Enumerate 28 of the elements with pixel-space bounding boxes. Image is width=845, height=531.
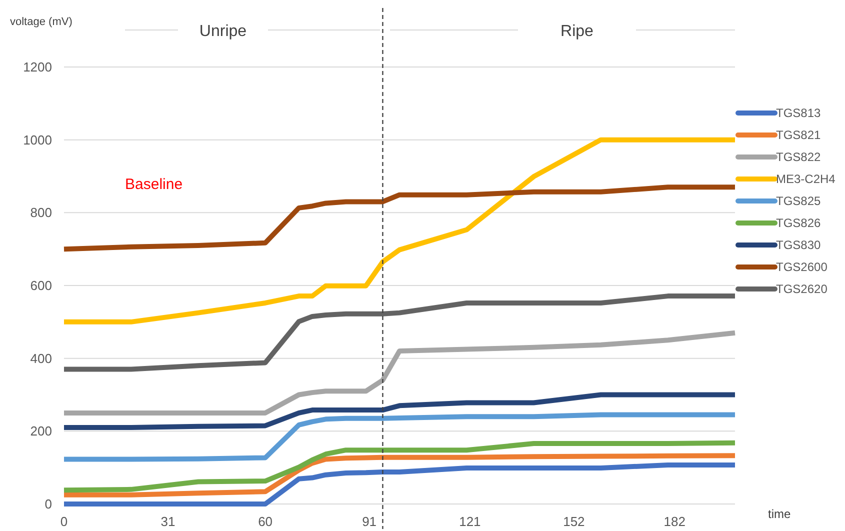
text: Unripe bbox=[199, 23, 247, 40]
y-tick-label: 1000 bbox=[23, 132, 52, 148]
x-tick-label: 121 bbox=[459, 514, 481, 529]
x-tick-label: 91 bbox=[362, 514, 377, 529]
legend-label: TGS826 bbox=[776, 216, 822, 230]
x-tick-label: 31 bbox=[160, 514, 176, 529]
x-axis-title: time bbox=[768, 507, 791, 521]
legend-label: TGS2620 bbox=[776, 282, 828, 296]
y-tick-label: 1200 bbox=[23, 60, 52, 75]
legend-label: ME3-C2H4 bbox=[776, 172, 836, 186]
y-tick-label: 200 bbox=[30, 424, 52, 439]
y-tick-label: 0 bbox=[44, 496, 52, 512]
legend-label: TGS821 bbox=[776, 128, 822, 142]
x-tick-label: 60 bbox=[258, 514, 273, 529]
x-tick-label: 182 bbox=[664, 514, 686, 529]
y-axis-title: voltage (mV) bbox=[10, 16, 72, 28]
legend-label: TGS825 bbox=[776, 194, 822, 208]
text: Ripe bbox=[560, 23, 594, 40]
x-tick-label: 0 bbox=[60, 514, 68, 529]
y-tick-label: 600 bbox=[30, 278, 52, 294]
x-tick-label: 152 bbox=[563, 514, 585, 529]
legend-label: TGS830 bbox=[776, 238, 822, 252]
annotation: Baseline bbox=[125, 176, 183, 193]
legend-label: TGS822 bbox=[776, 150, 822, 164]
y-tick-label: 400 bbox=[30, 350, 52, 366]
legend-label: TGS813 bbox=[776, 106, 822, 120]
legend-label: TGS2600 bbox=[776, 260, 828, 274]
y-tick-label: 800 bbox=[30, 205, 52, 220]
